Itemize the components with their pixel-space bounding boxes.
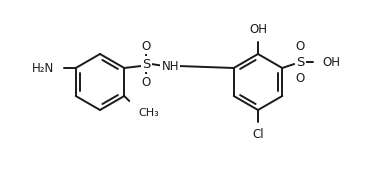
Text: O: O bbox=[142, 76, 151, 88]
Text: CH₃: CH₃ bbox=[138, 108, 159, 118]
Text: OH: OH bbox=[322, 56, 340, 68]
Text: H₂N: H₂N bbox=[31, 61, 54, 75]
Text: O: O bbox=[296, 39, 305, 53]
Text: S: S bbox=[296, 56, 305, 68]
Text: O: O bbox=[142, 39, 151, 53]
Text: Cl: Cl bbox=[252, 128, 264, 141]
Text: OH: OH bbox=[249, 23, 267, 36]
Text: S: S bbox=[142, 58, 151, 70]
Text: O: O bbox=[296, 72, 305, 84]
Text: NH: NH bbox=[161, 59, 179, 73]
